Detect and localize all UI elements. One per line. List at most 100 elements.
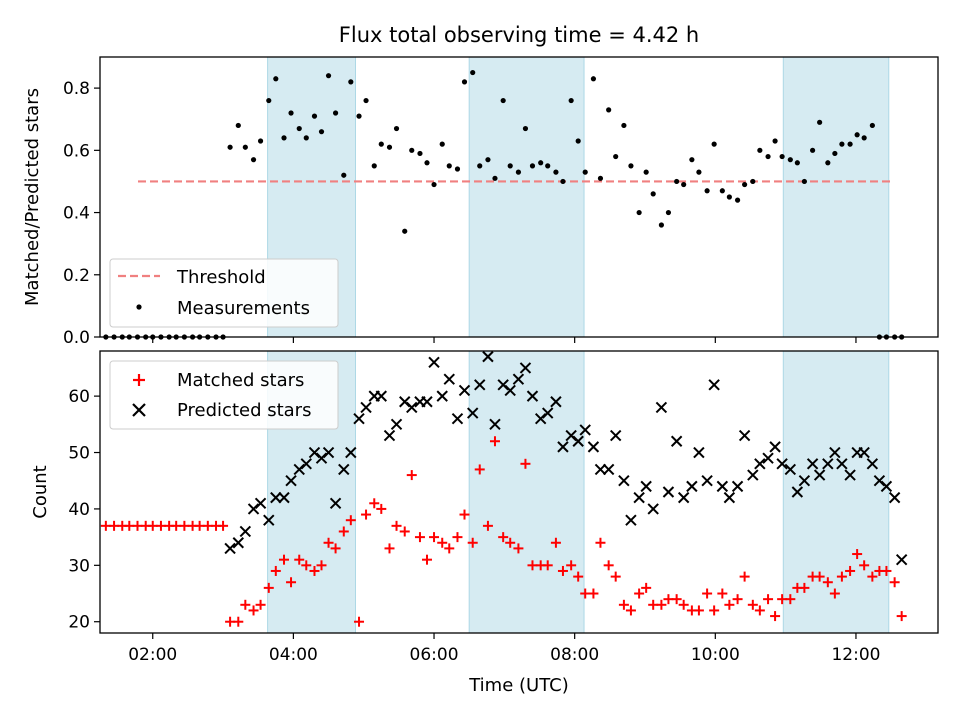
axes-top: 0.0 0.2 0.4 0.6 0.8 [63, 79, 857, 348]
measurement-point [393, 125, 400, 132]
matched-star-point [421, 554, 432, 565]
measurement-point [787, 157, 793, 163]
predicted-star-point [504, 384, 516, 397]
predicted-star-point [526, 390, 539, 402]
matched-star-point [498, 532, 509, 543]
matched-star-point [391, 520, 402, 531]
matched-star-point [588, 588, 599, 599]
predicted-star-point [895, 553, 908, 566]
measurement-point [801, 178, 807, 185]
predicted-star-point [762, 452, 774, 464]
matched-star-point [520, 458, 531, 469]
matched-star-point [739, 571, 750, 582]
matched-star-point [270, 565, 281, 576]
predicted-star-point [822, 458, 834, 470]
predicted-star-point [813, 469, 826, 481]
predicted-star-point [633, 491, 645, 504]
matched-star-point [859, 560, 870, 571]
predicted-star-point [754, 458, 766, 470]
y-tick-label-top: 0.2 [63, 266, 90, 286]
predicted-star-point [693, 446, 705, 459]
predicted-star-point [542, 407, 554, 419]
measurement-point [242, 144, 248, 150]
highlight-window [468, 350, 585, 634]
predicted-star-point [451, 412, 464, 425]
y-axis-label-top: Matched/Predicted stars [22, 88, 43, 306]
predicted-star-point [609, 429, 622, 442]
measurement-point [424, 160, 430, 166]
matched-star-point [634, 588, 645, 599]
measurement-point [500, 97, 506, 104]
matched-star-point [474, 464, 485, 475]
matched-star-point [255, 599, 266, 610]
predicted-star-point [329, 497, 342, 509]
predicted-star-point [224, 542, 236, 555]
measurement-point [470, 69, 476, 76]
matched-star-point [709, 605, 720, 616]
measurement-point [674, 178, 680, 185]
measurement-point [765, 153, 771, 160]
predicted-star-point [443, 373, 455, 385]
matched-star-point [836, 571, 847, 582]
measurement-point [235, 122, 241, 129]
measurement-point [553, 169, 559, 175]
x-tick-label: 02:00 [128, 645, 177, 665]
panel-ratio: 0.00.20.40.60.8 Matched/Predicted stars … [22, 56, 939, 348]
matched-star-point [763, 594, 774, 605]
measurement-point [409, 147, 415, 153]
measurement-point [446, 163, 452, 169]
measurement-point [461, 79, 468, 85]
measurement-point [318, 129, 325, 135]
highlight-window [468, 56, 585, 338]
predicted-star-point [466, 407, 479, 419]
measurement-point [681, 181, 687, 188]
legend-matched-swatch [133, 374, 145, 386]
measurement-point [794, 160, 800, 166]
matched-star-point [747, 599, 758, 610]
measurement-point [861, 135, 867, 141]
predicted-star-point [618, 475, 630, 487]
measurement-point [378, 141, 384, 147]
predicted-star-point [270, 491, 282, 504]
matched-star-point [542, 560, 553, 571]
x-axis-label: Time (UTC) [468, 675, 569, 696]
legend-measurements-label: Measurements [177, 298, 310, 319]
measurement-point [363, 97, 369, 104]
predicted-star-point [345, 446, 357, 459]
matched-star-point [671, 594, 682, 605]
matched-star-point [263, 582, 274, 593]
measurement-point [311, 113, 318, 119]
predicted-star-point [888, 491, 901, 504]
measurement-point [590, 76, 597, 82]
predicted-star-point [421, 396, 433, 408]
predicted-star-point [806, 458, 819, 470]
predicted-star-point [572, 435, 584, 447]
measurement-point [568, 97, 574, 104]
matched-star-point [785, 594, 796, 605]
measurement-point [266, 97, 272, 104]
legend-threshold-label: Threshold [176, 267, 266, 288]
matched-star-point [452, 532, 463, 543]
count-series [100, 350, 908, 627]
matched-star-point [467, 537, 478, 548]
measurement-point [839, 141, 845, 147]
matched-star-point [754, 605, 765, 616]
matched-star-point [732, 594, 743, 605]
x-tick-label: 08:00 [550, 645, 599, 665]
matched-star-point [618, 599, 629, 610]
measurement-point [817, 119, 823, 125]
predicted-star-point [866, 458, 879, 470]
measurement-point [750, 178, 756, 185]
measurement-point [696, 169, 702, 175]
measurement-point [847, 141, 853, 147]
measurement-point [643, 169, 649, 175]
predicted-star-point [428, 356, 440, 368]
legend-measurements-swatch [136, 304, 142, 310]
y-tick-label-bottom: 60 [68, 387, 90, 407]
matched-star-point [896, 611, 907, 622]
matched-star-point [678, 599, 689, 610]
measurement-point [485, 157, 491, 163]
measurement-point [250, 157, 257, 163]
predicted-star-point [701, 475, 713, 487]
